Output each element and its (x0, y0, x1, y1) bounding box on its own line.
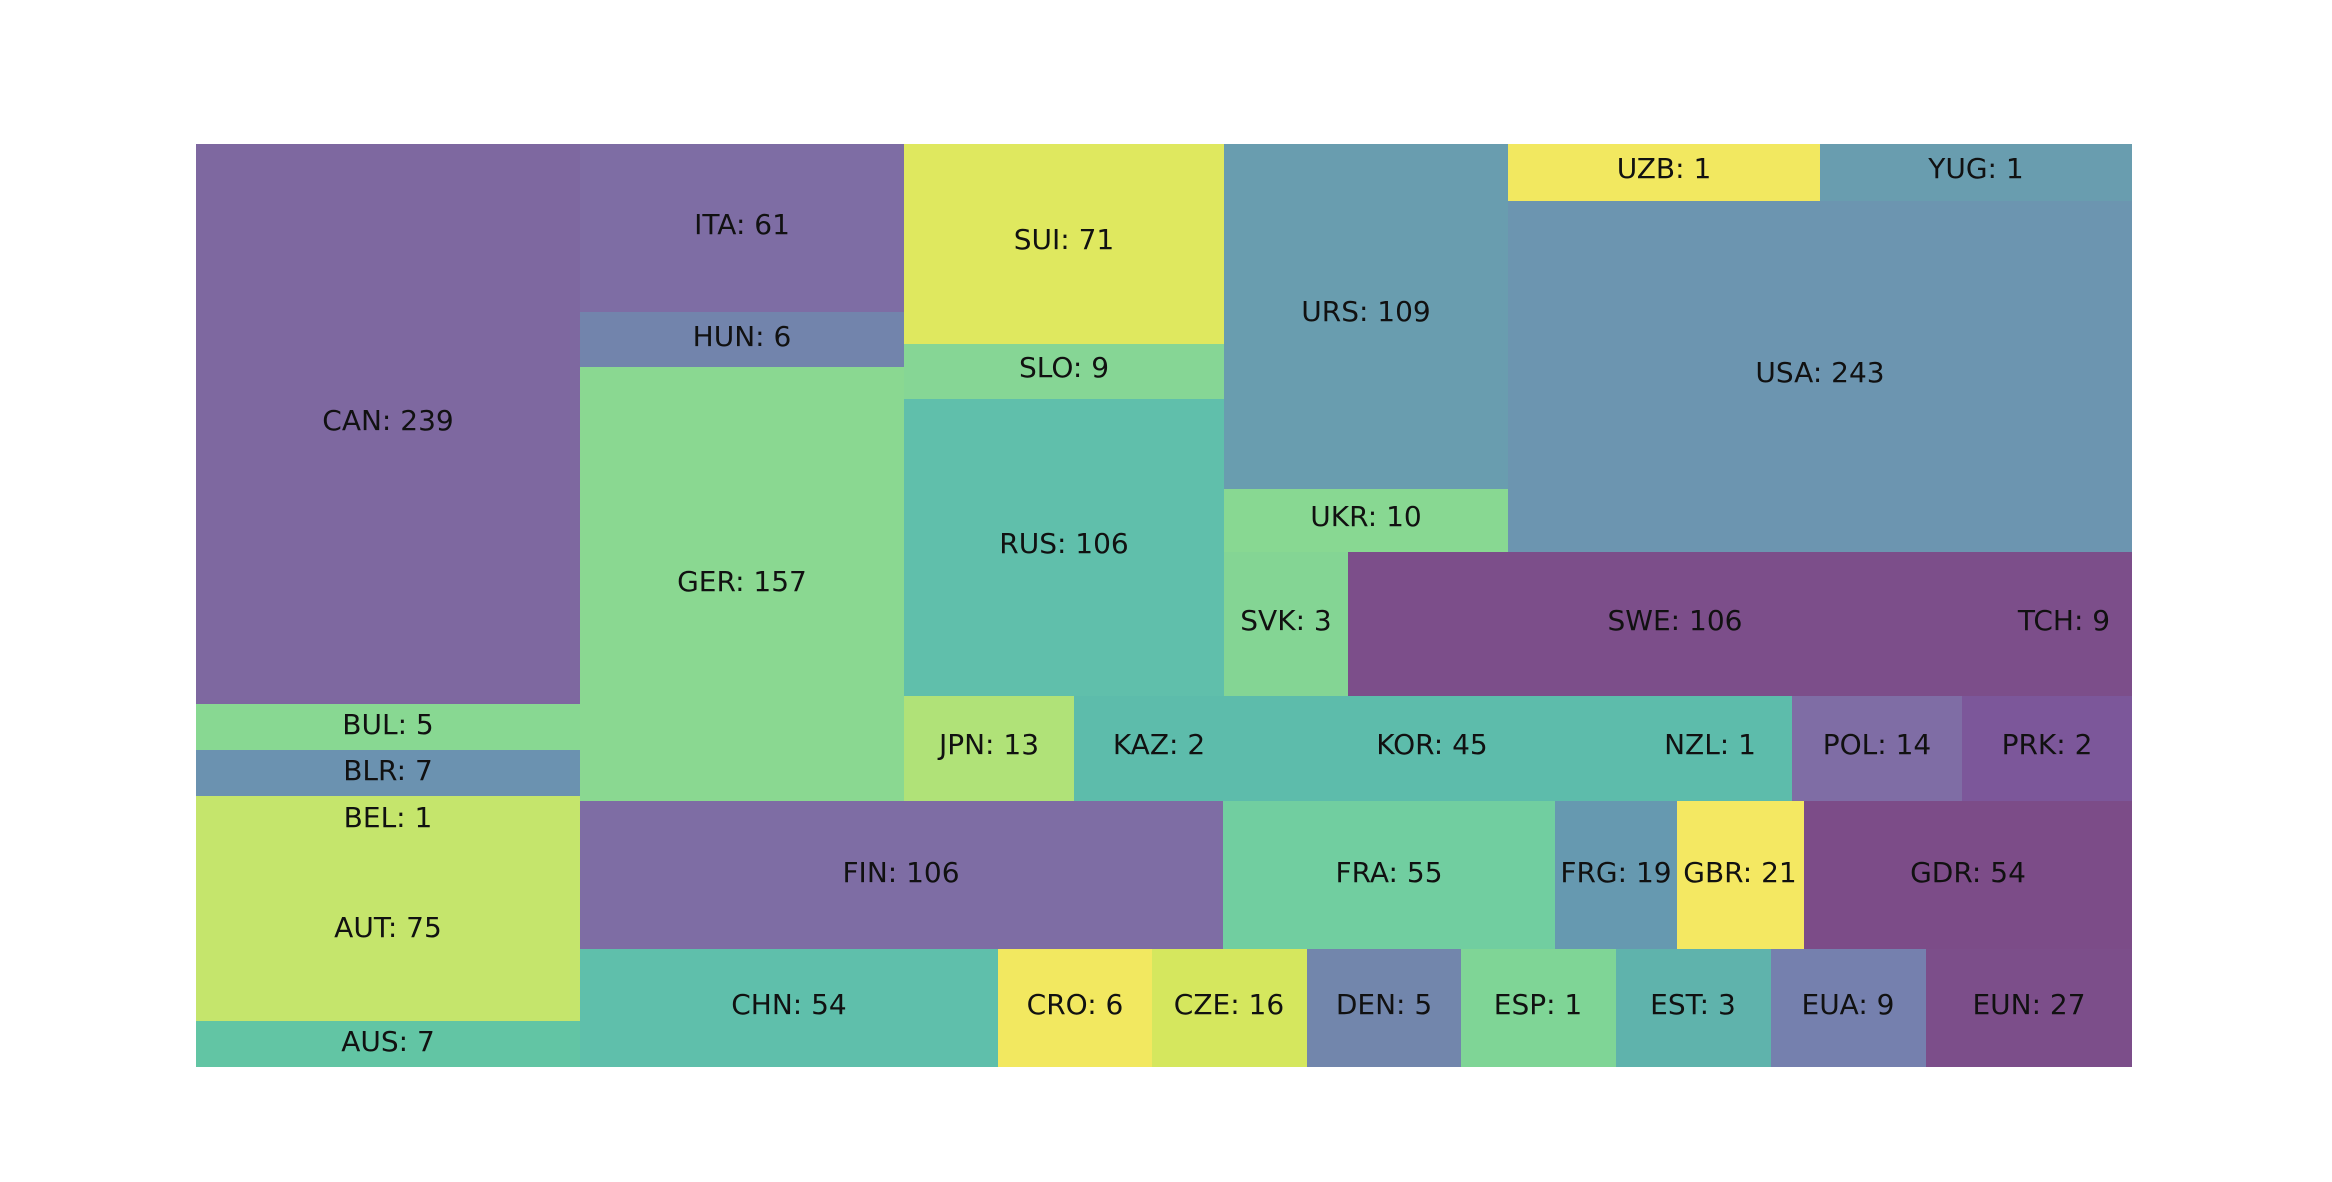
treemap-label-gdr: GDR: 54 (1910, 856, 2026, 889)
treemap-label-blr: BLR: 7 (343, 754, 433, 787)
treemap-cell-uzb (1508, 144, 1820, 201)
treemap-label-esp: ESP: 1 (1494, 988, 1583, 1021)
treemap-label-kaz: KAZ: 2 (1113, 728, 1205, 761)
treemap-label-gbr: GBR: 21 (1683, 856, 1796, 889)
treemap-cell-eun (1926, 949, 2132, 1067)
treemap-cell-est (1616, 949, 1771, 1067)
treemap-cell-bel (196, 796, 580, 1021)
treemap-label-tch: TCH: 9 (2017, 604, 2110, 637)
treemap-label-svk: SVK: 3 (1240, 604, 1331, 637)
treemap-cell-ger (580, 367, 904, 801)
treemap-labels: CAN: 239 BUL: 5 BLR: 7 BEL: 1 AUT: 75 AUS: 7 I… (322, 152, 2110, 1058)
treemap-cell-ukr (1224, 489, 1508, 552)
treemap-label-aus: AUS: 7 (341, 1025, 435, 1058)
treemap-cell-bul (196, 704, 580, 750)
treemap-label-jpn: JPN: 13 (937, 728, 1039, 761)
treemap-cell-kor (1244, 696, 1792, 801)
treemap-label-chn: CHN: 54 (731, 988, 847, 1021)
treemap-cell-blr (196, 750, 580, 796)
treemap-cell-aus (196, 1021, 580, 1067)
treemap-label-frg: FRG: 19 (1560, 856, 1671, 889)
treemap-cell-can (196, 144, 580, 704)
treemap-label-can: CAN: 239 (322, 404, 453, 437)
treemap-label-slo: SLO: 9 (1019, 351, 1109, 384)
treemap-cell-frg (1555, 801, 1677, 949)
treemap-cell-esp (1461, 949, 1616, 1067)
treemap-cell-yug (1820, 144, 2132, 201)
treemap-label-usa: USA: 243 (1755, 356, 1884, 389)
treemap-cell-jpn (904, 696, 1074, 801)
treemap-cells (196, 144, 2132, 1067)
treemap-cell-eua (1771, 949, 1926, 1067)
treemap-label-cze: CZE: 16 (1174, 988, 1284, 1021)
treemap-cell-rus (904, 399, 1224, 696)
treemap-cell-cze (1152, 949, 1307, 1067)
treemap-cell-pol (1792, 696, 1962, 801)
treemap-cell-slo (904, 344, 1224, 399)
treemap-cell-sui (904, 144, 1224, 344)
treemap-cell-svk (1224, 552, 1348, 696)
treemap-label-fin: FIN: 106 (842, 856, 959, 889)
treemap-label-urs: URS: 109 (1301, 295, 1431, 328)
treemap-label-ita: ITA: 61 (694, 208, 790, 241)
treemap-cell-usa (1508, 201, 2132, 552)
treemap-label-cro: CRO: 6 (1027, 988, 1124, 1021)
treemap-label-eua: EUA: 9 (1802, 988, 1895, 1021)
treemap-label-uzb: UZB: 1 (1617, 152, 1712, 185)
treemap-cell-hun (580, 312, 904, 367)
treemap-label-eun: EUN: 27 (1972, 988, 2085, 1021)
treemap-label-yug: YUG: 1 (1927, 152, 2023, 185)
treemap-label-nzl: NZL: 1 (1664, 728, 1756, 761)
treemap-cell-swe (1348, 552, 2132, 696)
treemap-cell-fra (1223, 801, 1555, 949)
treemap-label-fra: FRA: 55 (1335, 856, 1442, 889)
treemap-label-swe: SWE: 106 (1608, 604, 1743, 637)
treemap-label-pol: POL: 14 (1823, 728, 1932, 761)
treemap-cell-gbr (1677, 801, 1804, 949)
treemap-label-sui: SUI: 71 (1014, 223, 1115, 256)
treemap-label-rus: RUS: 106 (999, 527, 1129, 560)
treemap-cell-den (1307, 949, 1461, 1067)
treemap-cell-fin (580, 801, 1223, 949)
treemap-label-est: EST: 3 (1650, 988, 1736, 1021)
treemap-cell-chn (580, 949, 998, 1067)
treemap-label-kor: KOR: 45 (1376, 728, 1487, 761)
treemap-cell-kaz (1074, 696, 1244, 801)
treemap-label-prk: PRK: 2 (2002, 728, 2093, 761)
treemap-label-den: DEN: 5 (1336, 988, 1432, 1021)
treemap-cell-prk (1962, 696, 2132, 801)
treemap-label-aut: AUT: 75 (334, 911, 442, 944)
treemap-label-ukr: UKR: 10 (1310, 500, 1421, 533)
treemap-label-bul: BUL: 5 (342, 708, 433, 741)
treemap-cell-urs (1224, 144, 1508, 489)
treemap-label-ger: GER: 157 (677, 565, 807, 598)
treemap-cell-ita (580, 144, 904, 312)
treemap-cell-cro (998, 949, 1152, 1067)
treemap-label-hun: HUN: 6 (693, 320, 792, 353)
treemap-label-bel: BEL: 1 (344, 801, 433, 834)
treemap-cell-gdr (1804, 801, 2132, 949)
